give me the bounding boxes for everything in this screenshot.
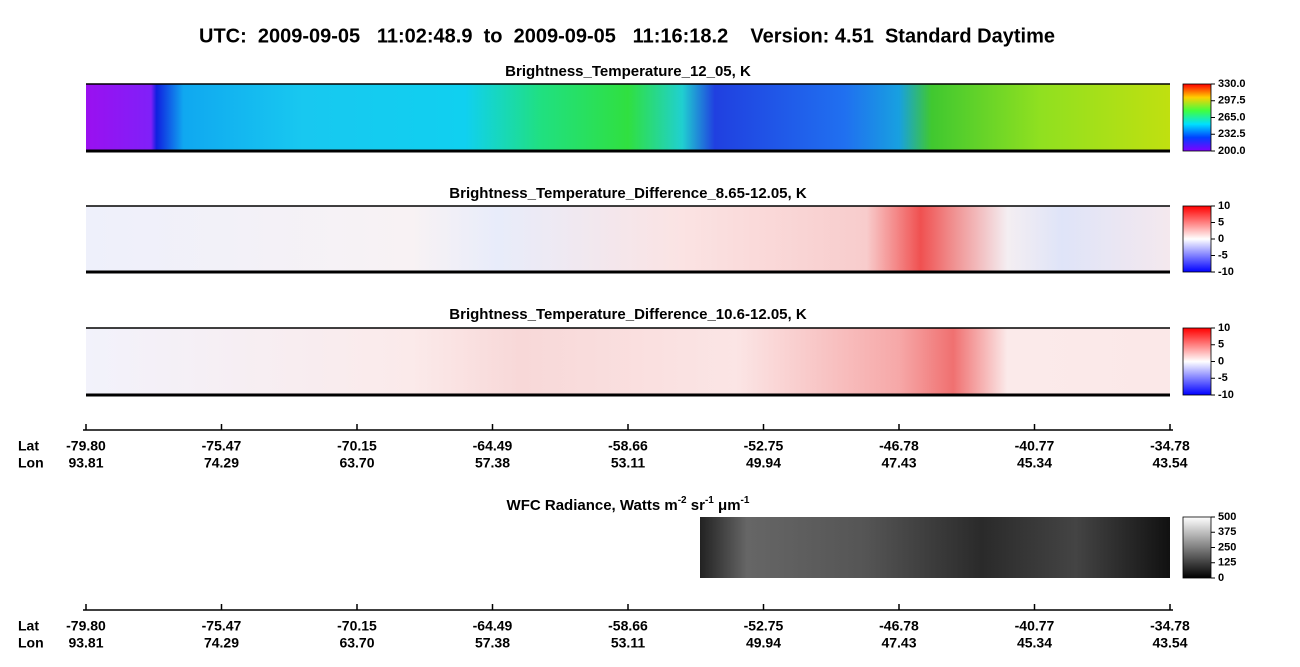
- lat-label: -46.78: [879, 618, 919, 634]
- title: UTC: 2009-09-05 11:02:48.9 to 2009-09-05…: [199, 25, 1055, 47]
- colorbar-tick-label: 5: [1218, 339, 1224, 351]
- lat-label: -34.78: [1150, 438, 1190, 454]
- lon-label: 49.94: [746, 635, 781, 651]
- colorbar-tick-label: -5: [1218, 372, 1228, 384]
- panel-title: Brightness_Temperature_12_05, K: [505, 63, 751, 80]
- title-superscript: -2: [678, 495, 687, 506]
- lat-label: -79.80: [66, 618, 106, 634]
- colorbar-tick-label: 0: [1218, 572, 1224, 584]
- lon-label: 63.70: [339, 635, 374, 651]
- axis-name: Lon: [18, 455, 44, 471]
- title-part: Brightness_Temperature_Difference_10.6-1…: [449, 306, 807, 323]
- title-part: Brightness_Temperature_Difference_8.65-1…: [449, 185, 807, 202]
- lat-label: -64.49: [473, 618, 513, 634]
- lat-label: -58.66: [608, 618, 648, 634]
- lat-label: -70.15: [337, 618, 377, 634]
- colorbar-tick-label: 330.0: [1218, 78, 1246, 90]
- colorbar: [1182, 83, 1212, 152]
- lon-label: 53.11: [611, 635, 645, 651]
- colorbar-tick-label: 250: [1218, 541, 1236, 553]
- colorbar-tick-label: 232.5: [1218, 128, 1246, 140]
- lon-label: 45.34: [1017, 635, 1052, 651]
- lon-label: 47.43: [881, 455, 916, 471]
- colorbar-tick-label: 0: [1218, 355, 1224, 367]
- colorbar-tick-label: 5: [1218, 216, 1224, 228]
- lat-label: -52.75: [744, 618, 784, 634]
- lat-label: -34.78: [1150, 618, 1190, 634]
- colorbar-tick-label: 265.0: [1218, 111, 1246, 123]
- title-superscript: -1: [705, 495, 714, 506]
- lon-label: 63.70: [339, 455, 374, 471]
- colorbar: [1182, 516, 1212, 579]
- colorbar-tick-label: 200.0: [1218, 145, 1246, 157]
- lon-label: 93.81: [68, 635, 103, 651]
- lon-label: 74.29: [204, 635, 239, 651]
- lon-label: 49.94: [746, 455, 781, 471]
- lon-label: 74.29: [204, 455, 239, 471]
- panel-title: Brightness_Temperature_Difference_8.65-1…: [449, 185, 807, 202]
- data-strip: [86, 206, 1170, 272]
- lat-label: -75.47: [202, 618, 242, 634]
- colorbar-tick-label: 0: [1218, 233, 1224, 245]
- lon-label: 93.81: [68, 455, 103, 471]
- lon-label: 53.11: [611, 455, 645, 471]
- title-superscript: -1: [741, 495, 750, 506]
- colorbar-tick-label: -10: [1218, 389, 1234, 401]
- lon-label: 57.38: [475, 635, 510, 651]
- lon-label: 43.54: [1152, 455, 1187, 471]
- lat-label: -75.47: [202, 438, 242, 454]
- lon-label: 47.43: [881, 635, 916, 651]
- lat-label: -58.66: [608, 438, 648, 454]
- lat-label: -70.15: [337, 438, 377, 454]
- title-part: WFC Radiance, Watts m: [507, 497, 678, 514]
- lat-label: -40.77: [1015, 618, 1055, 634]
- lat-label: -52.75: [744, 438, 784, 454]
- colorbar-tick-label: 10: [1218, 200, 1230, 212]
- title-part: Brightness_Temperature_12_05, K: [505, 63, 751, 80]
- colorbar: [1182, 327, 1212, 396]
- panel-title: Brightness_Temperature_Difference_10.6-1…: [449, 306, 807, 323]
- axis-name: Lat: [18, 438, 39, 454]
- colorbar-tick-label: -5: [1218, 249, 1228, 261]
- lat-label: -40.77: [1015, 438, 1055, 454]
- colorbar-tick-label: 500: [1218, 511, 1236, 523]
- colorbar-tick-label: -10: [1218, 266, 1234, 278]
- lon-label: 45.34: [1017, 455, 1052, 471]
- axis-name: Lon: [18, 635, 44, 651]
- colorbar: [1182, 205, 1212, 273]
- colorbar-tick-label: 375: [1218, 526, 1236, 538]
- lat-label: -79.80: [66, 438, 106, 454]
- colorbar-tick-label: 10: [1218, 322, 1230, 334]
- panel-title: WFC Radiance, Watts m-2 sr-1 μm-1: [507, 495, 750, 514]
- data-strip: [700, 517, 1170, 578]
- lat-label: -46.78: [879, 438, 919, 454]
- lon-label: 43.54: [1152, 635, 1187, 651]
- lat-label: -64.49: [473, 438, 513, 454]
- data-strip: [86, 84, 1170, 151]
- lon-label: 57.38: [475, 455, 510, 471]
- colorbar-tick-label: 297.5: [1218, 95, 1246, 107]
- axis-name: Lat: [18, 618, 39, 634]
- title-part: sr: [687, 497, 706, 514]
- colorbar-tick-label: 125: [1218, 557, 1236, 569]
- title-part: μm: [714, 497, 741, 514]
- data-strip: [86, 328, 1170, 395]
